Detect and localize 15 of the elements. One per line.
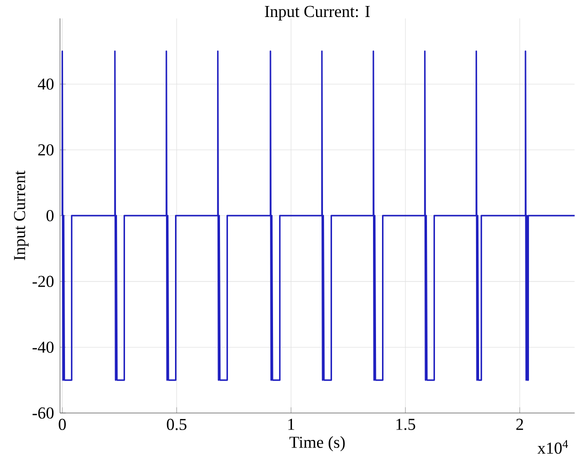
chart-title: Input Current: I: [264, 6, 370, 20]
x-tick-label: 1.5: [396, 418, 416, 430]
y-tick-label: -20: [32, 276, 54, 288]
x-tick-label: 1: [288, 418, 294, 430]
y-axis-title: Input Current: [14, 170, 29, 260]
x-tick-label: 0.5: [166, 418, 186, 430]
text: x10$^{4}$: [537, 440, 568, 454]
x-tick-label: 0: [58, 418, 66, 430]
y-tick-label: -60: [32, 407, 54, 419]
y-tick-label: 20: [38, 144, 54, 156]
x-tick-label: 2: [516, 418, 524, 430]
y-tick-label: 0: [46, 210, 54, 222]
y-tick-label: -40: [32, 342, 54, 353]
y-tick-label: 40: [38, 78, 54, 90]
x-axis-title: Time (s): [289, 436, 345, 452]
